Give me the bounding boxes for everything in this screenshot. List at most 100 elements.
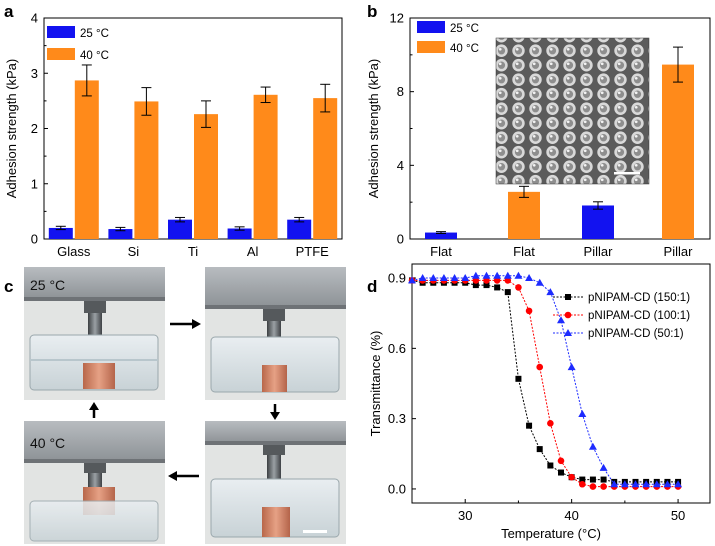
bar-a-40c	[194, 114, 218, 239]
xtick-label-a: Al	[247, 244, 259, 259]
ylabel-d: Transmittance (%)	[368, 331, 383, 437]
chart-a-adhesion-substrates: 0 1 2 3 4 Adhesion strength (kPa) Glass Si Ti Al P…	[4, 11, 343, 259]
bar-a-40c	[134, 101, 159, 240]
data-point-d	[472, 277, 480, 284]
data-point-d	[610, 480, 619, 488]
legend-label-a: 25 °C	[80, 28, 109, 40]
photo-40c-lift: 40 °C	[24, 421, 165, 544]
data-point-d	[578, 480, 586, 488]
bar-a-40c	[253, 94, 278, 239]
ytick-label-a: 3	[31, 66, 38, 81]
ytick-label-a: 4	[31, 11, 38, 26]
bar-b-40c	[508, 191, 540, 239]
legend-swatch-b	[417, 21, 445, 33]
photo-contact	[205, 267, 346, 400]
arrow-down	[270, 404, 280, 420]
data-point-d	[674, 480, 683, 488]
data-point-d	[557, 457, 565, 465]
legend-label-d: pNIPAM-CD (50:1)	[588, 328, 684, 340]
data-point-d	[482, 271, 491, 279]
bar-a-25c	[108, 229, 133, 239]
xlabel-d: Temperature (°C)	[501, 526, 601, 541]
scale-bar	[614, 172, 640, 175]
data-point-d	[536, 446, 543, 453]
data-point-d	[472, 282, 479, 289]
ytick-label-b: 0	[397, 232, 404, 247]
data-point-d	[568, 473, 575, 481]
xtick-label-d: 30	[458, 508, 472, 523]
data-point-d	[439, 274, 448, 282]
xtick-label-b: Pillar	[584, 244, 614, 259]
data-point-d	[483, 282, 490, 289]
ytick-label-b: 4	[397, 158, 404, 173]
xtick-label-a: Ti	[188, 244, 198, 259]
data-point-d	[547, 462, 554, 469]
arrow-up	[89, 402, 99, 418]
bar-b-40c	[662, 64, 694, 239]
ytick-label-a: 2	[31, 121, 38, 136]
ylabel-b: Adhesion strength (kPa)	[366, 59, 381, 198]
data-point-d	[504, 289, 511, 296]
data-point-d	[503, 271, 512, 279]
data-point-d	[578, 409, 587, 417]
data-point-d	[599, 463, 608, 471]
data-point-d	[642, 480, 651, 488]
data-point-d	[589, 483, 597, 490]
data-point-d	[515, 375, 522, 382]
photo-25c-initial: 25 °C	[24, 267, 165, 400]
data-point-d	[429, 274, 438, 282]
bar-a-25c	[287, 219, 312, 239]
data-point-d	[461, 274, 470, 282]
legend-swatch-b	[417, 41, 445, 53]
data-point-d	[567, 363, 576, 371]
bar-b-25c	[582, 205, 614, 239]
ytick-label-b: 8	[397, 84, 404, 99]
legend-marker-d	[564, 311, 572, 319]
data-point-d	[494, 284, 501, 291]
data-point-d	[558, 469, 564, 476]
panel-label-c: c	[4, 277, 13, 296]
data-point-d	[588, 442, 597, 450]
legend-label-d: pNIPAM-CD (150:1)	[588, 292, 690, 304]
legend-label-b: 40 °C	[450, 43, 479, 55]
data-point-d	[408, 276, 416, 284]
ytick-label-d: 0.3	[388, 411, 406, 426]
bar-a-25c	[227, 228, 252, 239]
data-point-d	[450, 274, 459, 282]
data-point-d	[483, 277, 490, 284]
panel-label-a: a	[4, 2, 14, 21]
xtick-label-a: PTFE	[296, 244, 330, 259]
data-point-d	[525, 274, 534, 282]
bar-a-40c	[74, 80, 99, 240]
photo-caption-25c: 25 °C	[30, 277, 65, 293]
bar-b-25c	[425, 232, 457, 239]
legend-label-a: 40 °C	[80, 50, 109, 62]
data-point-d	[631, 480, 640, 488]
data-point-d	[663, 480, 672, 488]
data-point-d	[600, 483, 607, 490]
photo-caption-40c: 40 °C	[30, 435, 65, 451]
data-point-d	[493, 277, 501, 284]
bar-a-40c	[313, 98, 338, 239]
data-point-d	[557, 316, 565, 324]
data-point-d	[620, 480, 629, 488]
legend-swatch-a	[47, 48, 75, 60]
data-point-d	[515, 284, 522, 291]
ytick-label-d: 0.9	[388, 271, 406, 286]
xtick-label-b: Pillar	[664, 244, 694, 259]
legend-marker-d	[564, 329, 572, 336]
sem-inset-image	[495, 37, 650, 185]
ylabel-a: Adhesion strength (kPa)	[4, 59, 19, 198]
ytick-label-d: 0.0	[388, 481, 406, 496]
ytick-label-a: 1	[31, 176, 38, 191]
data-point-d	[600, 476, 607, 483]
data-point-d	[536, 363, 544, 371]
data-point-d	[652, 480, 661, 488]
photo-scale-bar	[303, 530, 327, 533]
bar-a-25c	[48, 227, 73, 239]
data-point-d	[579, 476, 586, 483]
data-point-d	[547, 420, 554, 427]
xtick-label-b: Flat	[430, 244, 452, 259]
data-point-d	[504, 277, 512, 284]
